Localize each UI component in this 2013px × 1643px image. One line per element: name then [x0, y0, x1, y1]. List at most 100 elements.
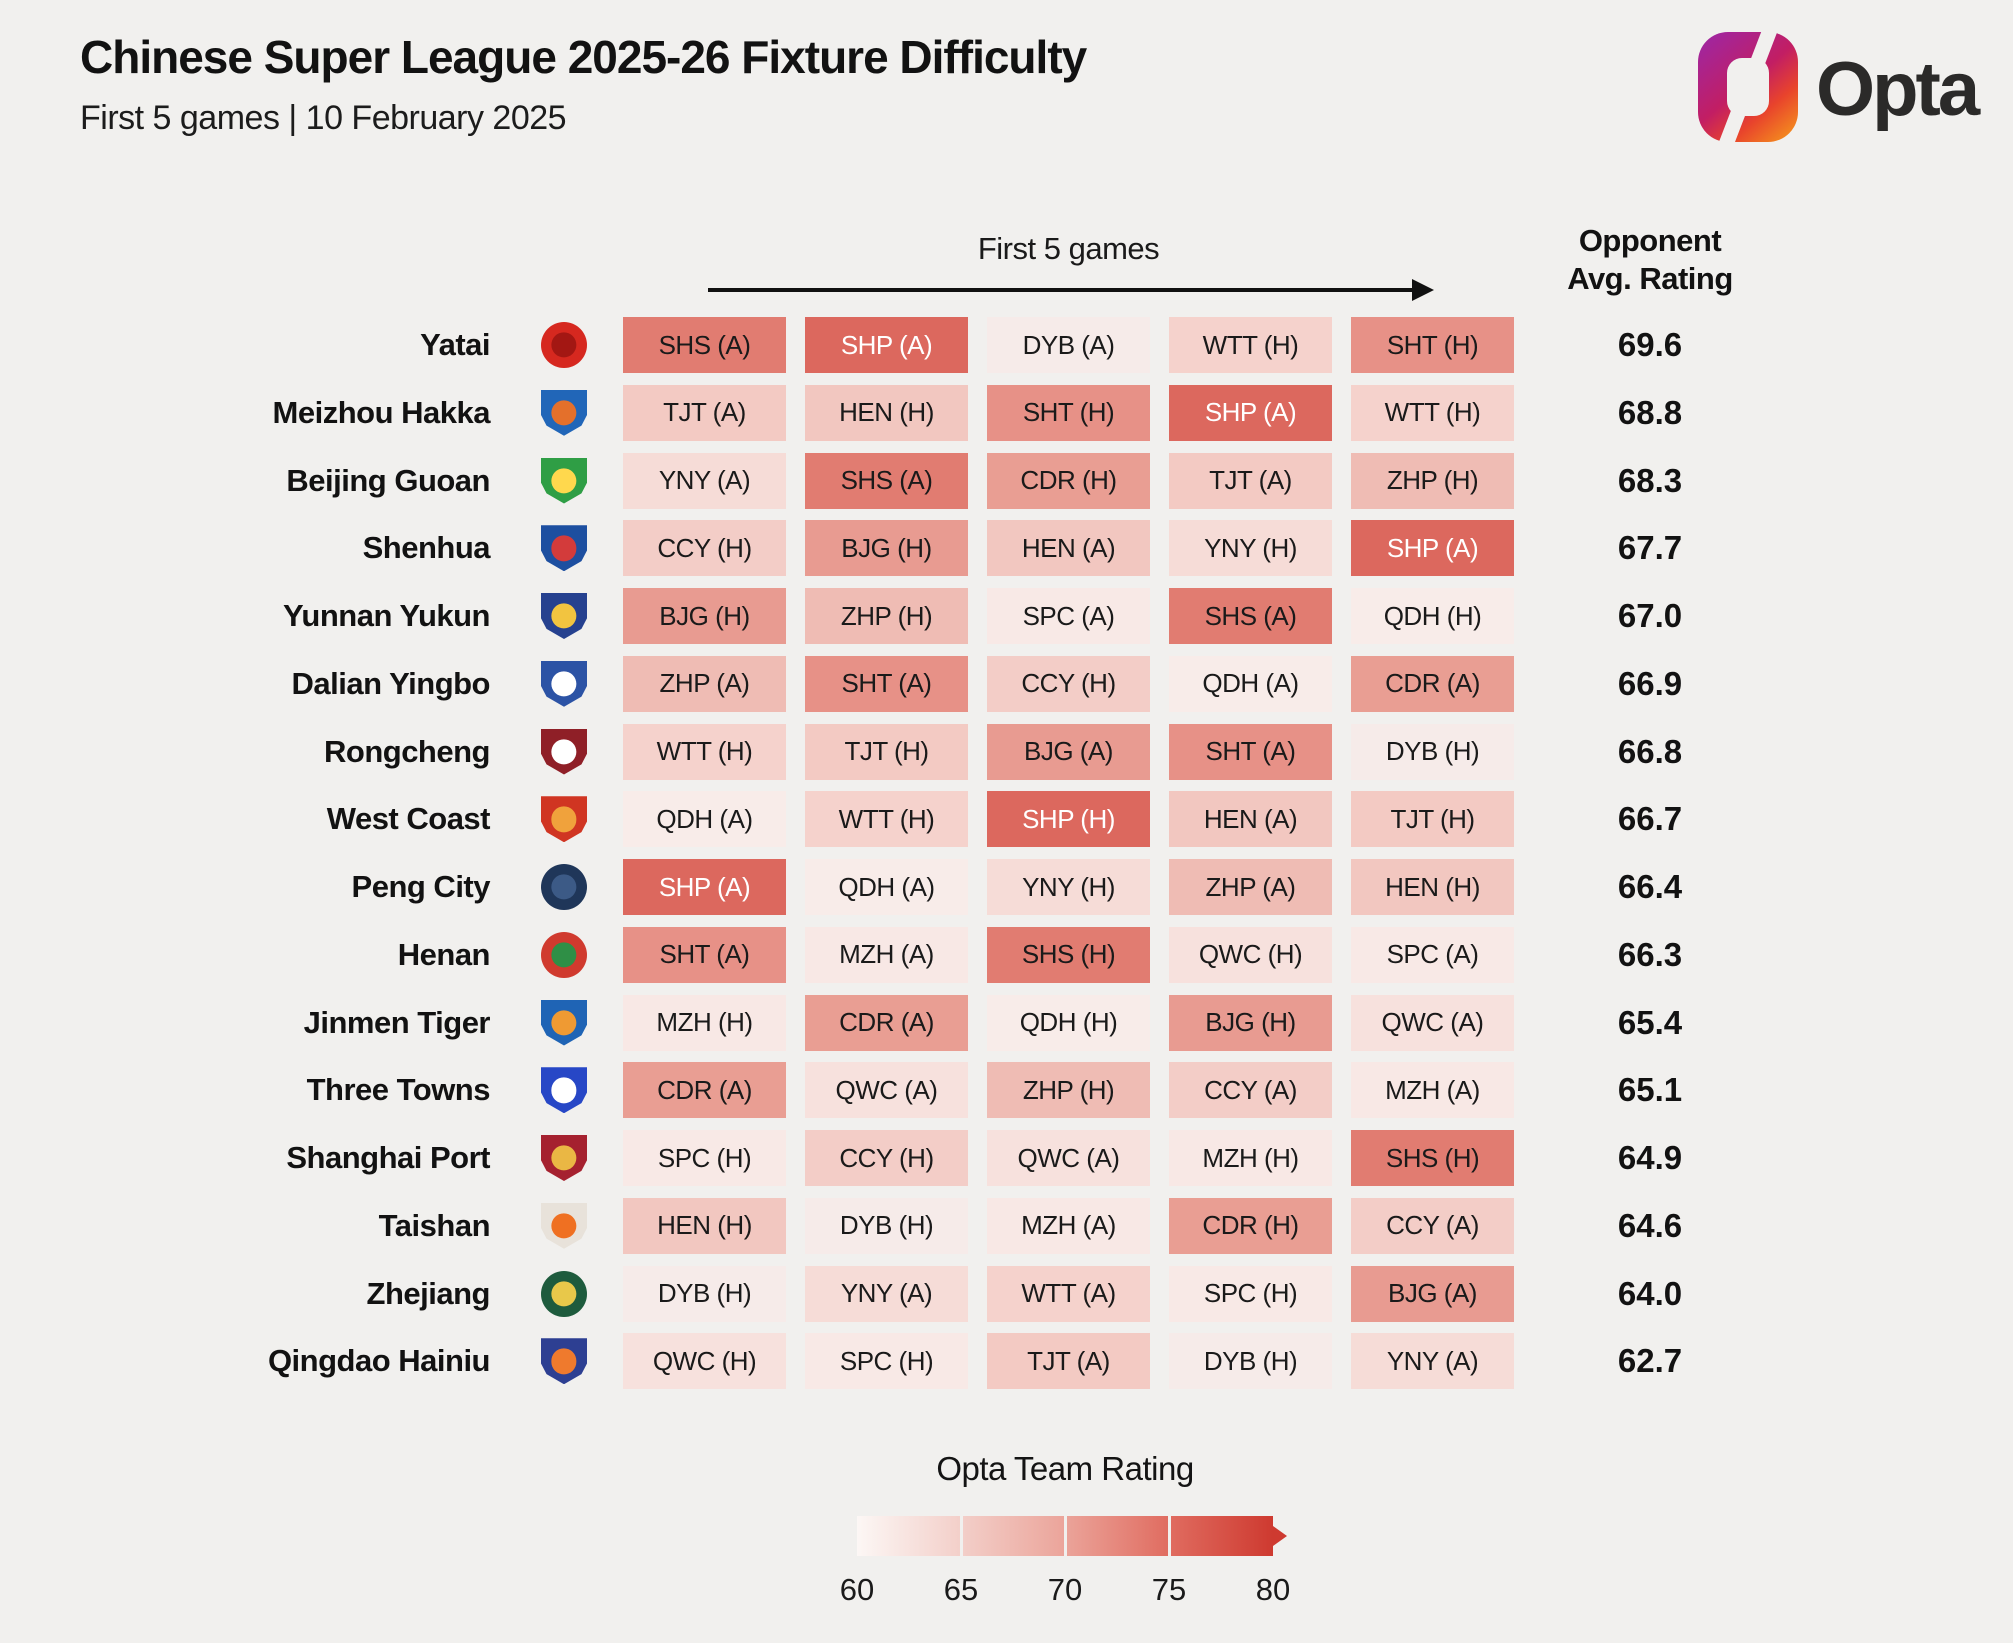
opponent-avg-rating: 67.7 [1617, 529, 1683, 567]
team-crest-icon [541, 796, 587, 843]
crest-body [541, 457, 587, 504]
team-name: Meizhou Hakka [272, 394, 491, 430]
fixture-cell: DYB (H) [623, 1265, 786, 1322]
fixture-cell: CCY (H) [987, 655, 1150, 712]
team-name: Qingdao Hainiu [267, 1343, 491, 1379]
fixture-cell: SPC (H) [623, 1130, 786, 1186]
team-name: Shenhua [362, 530, 491, 566]
fixture-cell: DYB (H) [1351, 723, 1514, 780]
team-name: Dalian Yingbo [291, 665, 491, 701]
opponent-avg-rating: 65.4 [1617, 1003, 1683, 1041]
fixture-cell: HEN (H) [623, 1197, 786, 1254]
crest-body [541, 931, 587, 978]
fixture-cell: BJG (A) [1351, 1265, 1514, 1322]
fixture-cell: TJT (A) [987, 1333, 1150, 1390]
fixture-cell: YNY (A) [1351, 1333, 1514, 1390]
fixture-cell: HEN (A) [1169, 791, 1332, 848]
fixture-cell: SHS (A) [805, 452, 968, 509]
fixture-cell: CDR (A) [623, 1062, 786, 1119]
team-crest-icon [541, 1067, 587, 1114]
fixture-cell: DYB (H) [1169, 1333, 1332, 1390]
fixture-cell: SHS (H) [987, 926, 1150, 983]
fixture-cell: QWC (A) [805, 1062, 968, 1119]
team-crest-icon [541, 1202, 587, 1249]
value-header-line1: Opponent [1578, 223, 1722, 258]
crest-body [541, 796, 587, 843]
fixture-cell: QDH (H) [1351, 588, 1514, 644]
legend-gradient-bar [857, 1516, 1273, 1556]
team-name: Henan [397, 936, 491, 972]
timeline-arrow [708, 288, 1412, 292]
opponent-avg-rating: 65.1 [1617, 1071, 1683, 1109]
fixture-cell: QWC (A) [1351, 994, 1514, 1051]
fixture-cell: SHP (A) [1351, 520, 1514, 577]
fixture-cell: SHS (H) [1351, 1130, 1514, 1186]
team-row: Three Towns CDR (A) QWC (A) ZHP (H) CCY (A) M… [0, 1062, 2013, 1119]
fixture-cell: WTT (H) [1169, 317, 1332, 373]
team-name: Zhejiang [366, 1275, 491, 1311]
team-name: Taishan [378, 1207, 491, 1243]
fixture-cell: CCY (A) [1169, 1062, 1332, 1119]
fixture-cell: QWC (A) [987, 1130, 1150, 1186]
legend-tick-label: 70 [1047, 1572, 1083, 1607]
fixture-cell: YNY (A) [623, 452, 786, 509]
fixture-cell: HEN (H) [805, 384, 968, 441]
fixture-cell: TJT (A) [1169, 452, 1332, 509]
team-name: Three Towns [306, 1072, 491, 1108]
team-crest-icon [541, 1338, 587, 1385]
crest-accent [551, 806, 577, 832]
fixture-cell: ZHP (A) [623, 655, 786, 712]
legend-tick-divider [1064, 1516, 1067, 1556]
fixture-cell: SHT (H) [1351, 317, 1514, 373]
crest-body [541, 1270, 587, 1317]
crest-accent [551, 942, 577, 968]
timeline-arrow-head-icon [1412, 279, 1434, 301]
opponent-avg-rating: 66.9 [1617, 664, 1683, 702]
team-crest-icon [541, 931, 587, 978]
crest-body [541, 525, 587, 572]
fixture-cell: YNY (H) [987, 859, 1150, 915]
fixture-cell: ZHP (H) [987, 1062, 1150, 1119]
team-name: Jinmen Tiger [303, 1004, 491, 1040]
fixture-cell: SHT (A) [1169, 723, 1332, 780]
fixture-cell: BJG (H) [623, 588, 786, 644]
fixture-cell: YNY (A) [805, 1265, 968, 1322]
legend-tick-label: 75 [1151, 1572, 1187, 1607]
opponent-avg-rating: 68.8 [1617, 393, 1683, 431]
opponent-avg-rating: 66.8 [1617, 732, 1683, 770]
fixture-cell: MZH (H) [623, 994, 786, 1051]
team-crest-icon [541, 457, 587, 504]
fixture-cell: TJT (H) [1351, 791, 1514, 848]
team-row: West Coast QDH (A) WTT (H) SHP (H) HEN (A) TJ… [0, 791, 2013, 848]
crest-accent [551, 1009, 577, 1036]
crest-accent [551, 1213, 577, 1239]
crest-body [541, 389, 587, 436]
fixture-cell: QDH (A) [623, 791, 786, 848]
team-row: Shenhua CCY (H) BJG (H) HEN (A) YNY (H) SHP (… [0, 520, 2013, 577]
team-row: Yunnan Yukun BJG (H) ZHP (H) SPC (A) SHS (A)… [0, 588, 2013, 644]
legend-tick-label: 60 [839, 1572, 875, 1607]
crest-accent [551, 874, 577, 900]
fixture-cell: CDR (H) [987, 452, 1150, 509]
fixture-cell: SHS (A) [1169, 588, 1332, 644]
fixture-cell: QWC (H) [1169, 926, 1332, 983]
opponent-avg-rating: 64.6 [1617, 1206, 1683, 1244]
team-row: Dalian Yingbo ZHP (A) SHT (A) CCY (H) QDH (A… [0, 655, 2013, 712]
fixture-cell: CCY (A) [1351, 1197, 1514, 1254]
team-name: Peng City [351, 869, 491, 904]
fixture-cell: MZH (A) [987, 1197, 1150, 1254]
crest-accent [551, 535, 577, 561]
opponent-avg-rating: 68.3 [1617, 461, 1683, 499]
team-row: Jinmen Tiger MZH (H) CDR (A) QDH (H) BJG (H)… [0, 994, 2013, 1051]
team-row: Beijing Guoan YNY (A) SHS (A) CDR (H) TJT (A… [0, 452, 2013, 509]
fixture-cell: MZH (H) [1169, 1130, 1332, 1186]
team-row: Shanghai Port SPC (H) CCY (H) QWC (A) MZH (H… [0, 1130, 2013, 1186]
fixture-cell: HEN (H) [1351, 859, 1514, 915]
crest-body [541, 1067, 587, 1114]
value-column-header: Opponent Avg. Rating [1530, 222, 1770, 298]
team-name: West Coast [326, 801, 491, 837]
fixture-cell: SHT (H) [987, 384, 1150, 441]
team-name: Shanghai Port [286, 1140, 490, 1175]
crest-body [541, 1338, 587, 1385]
crest-accent [551, 1077, 577, 1103]
